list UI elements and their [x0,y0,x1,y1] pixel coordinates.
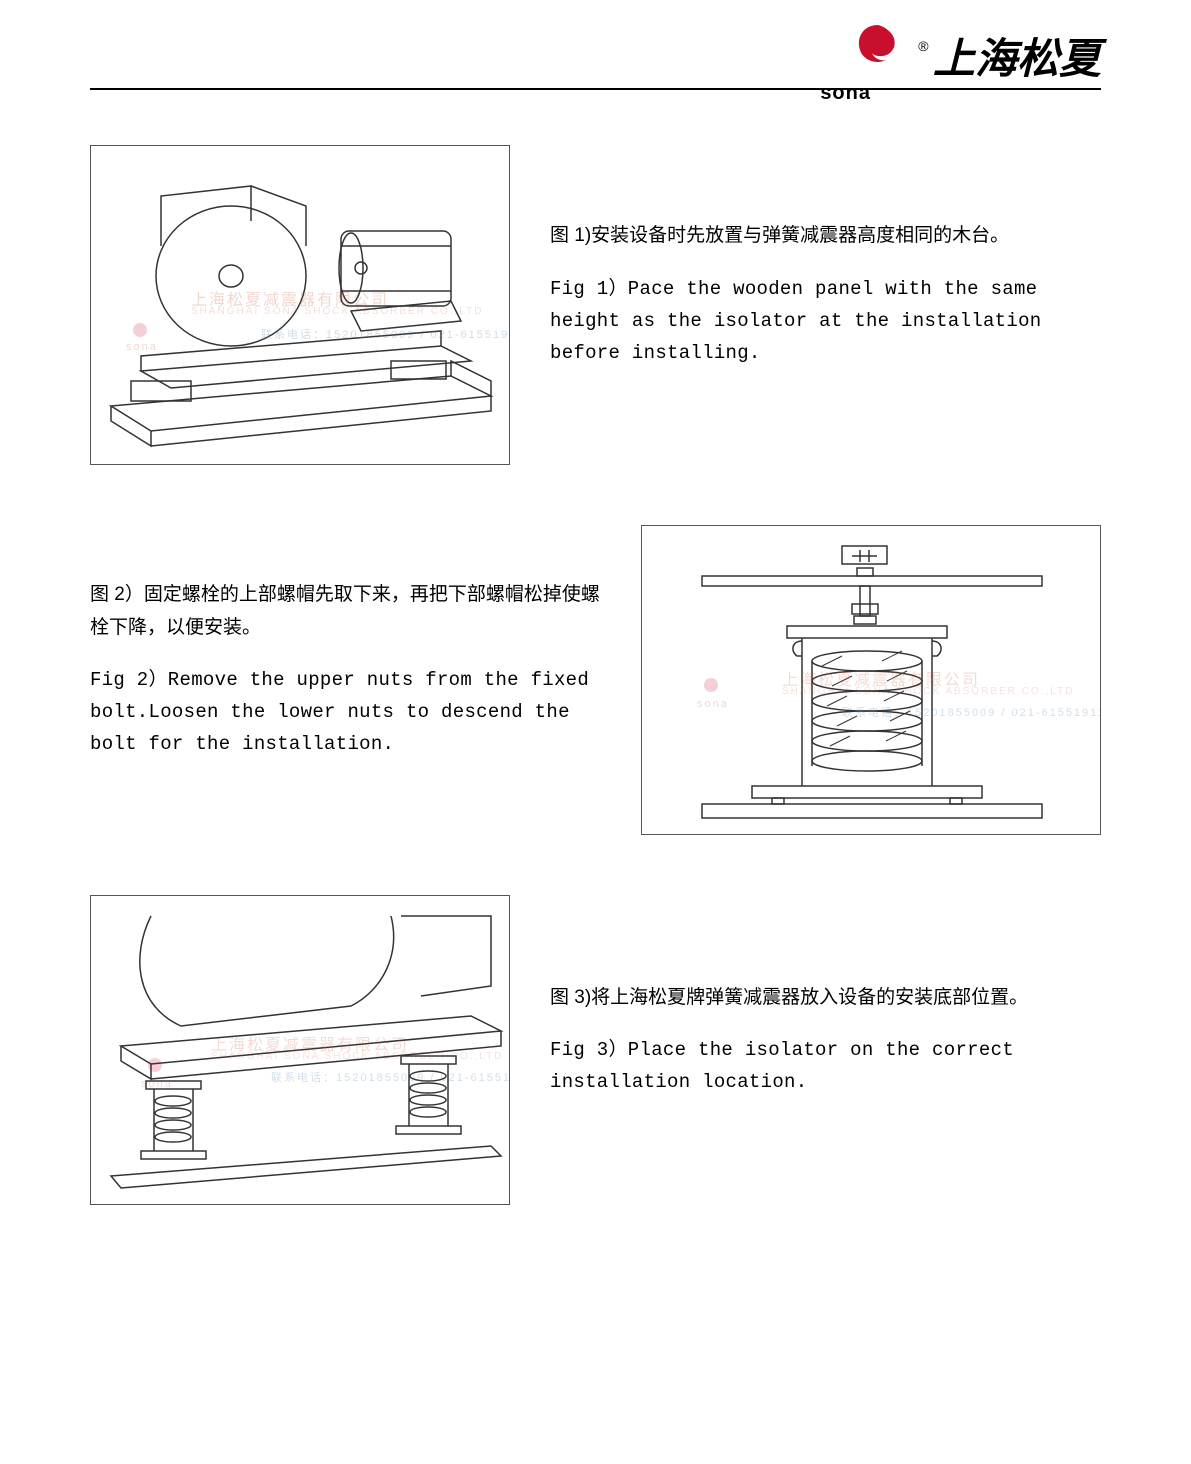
step-1-en: Fig 1）Pace the wooden panel with the sam… [550,273,1101,370]
logo-cn-text: ® 上海松夏 [916,38,1101,80]
figure-2: 上海松夏减震器有限公司 SHANGHAI SONA SHOCK ABSORBER… [641,525,1101,835]
watermark-en: SHANGHAI SONA SHOCK ABSORBER CO.,LTD [191,306,483,317]
watermark-sona-icon-3 [146,1056,164,1074]
step-1-row: 上海松夏减震器有限公司 SHANGHAI SONA SHOCK ABSORBER… [90,145,1101,465]
watermark-sona-text-3: sona [141,1078,173,1090]
step-1-cn: 图 1)安装设备时先放置与弹簧减震器高度相同的木台。 [550,220,1101,252]
step-3-text: 图 3)将上海松夏牌弹簧减震器放入设备的安装底部位置。 Fig 3）Place … [550,982,1101,1119]
step-3-en: Fig 3）Place the isolator on the correct … [550,1034,1101,1099]
watermark-phone-3: 联系电话：15201855009 / 021-61551911 [271,1069,510,1085]
watermark-sona-text-2: sona [697,698,729,710]
figure-3: 上海松夏减震器有限公司 SHANGHAI SONA SHOCK ABSORBER… [90,895,510,1205]
logo-chinese: 上海松夏 [933,35,1101,82]
step-2-row: 上海松夏减震器有限公司 SHANGHAI SONA SHOCK ABSORBER… [90,525,1101,835]
step-3-row: 上海松夏减震器有限公司 SHANGHAI SONA SHOCK ABSORBER… [90,895,1101,1205]
step-3-cn: 图 3)将上海松夏牌弹簧减震器放入设备的安装底部位置。 [550,982,1101,1014]
watermark-en-2: SHANGHAI SONA SHOCK ABSORBER CO.,LTD [782,686,1074,697]
watermark-phone: 联系电话：15201855009 / 021-61551911 [261,326,510,342]
page-header: ® 上海松夏 [90,20,1101,90]
registered-mark: ® [918,38,928,54]
step-2-text: 图 2）固定螺栓的上部螺帽先取下来，再把下部螺帽松掉使螺栓下降，以便安装。 Fi… [90,579,601,780]
watermark-sona-text: sona [126,341,158,353]
figure-1: 上海松夏减震器有限公司 SHANGHAI SONA SHOCK ABSORBER… [90,145,510,465]
watermark-sona-icon [131,321,149,339]
logo-text-group: ® 上海松夏 [916,38,1101,80]
step-2-en: Fig 2）Remove the upper nuts from the fix… [90,664,601,761]
sona-swirl-icon [848,20,908,80]
brand-logo: ® 上海松夏 [848,20,1101,80]
watermark-phone-2: 联系电话：15201855009 / 021-61551911 [842,704,1101,720]
watermark-en-3: SHANGHAI SONA SHOCK ABSORBER CO.,LTD [211,1051,503,1062]
step-1-text: 图 1)安装设备时先放置与弹簧减震器高度相同的木台。 Fig 1）Pace th… [550,220,1101,389]
step-2-cn: 图 2）固定螺栓的上部螺帽先取下来，再把下部螺帽松掉使螺栓下降，以便安装。 [90,579,601,644]
watermark-sona-icon-2 [702,676,720,694]
logo-english: sona [820,82,871,104]
